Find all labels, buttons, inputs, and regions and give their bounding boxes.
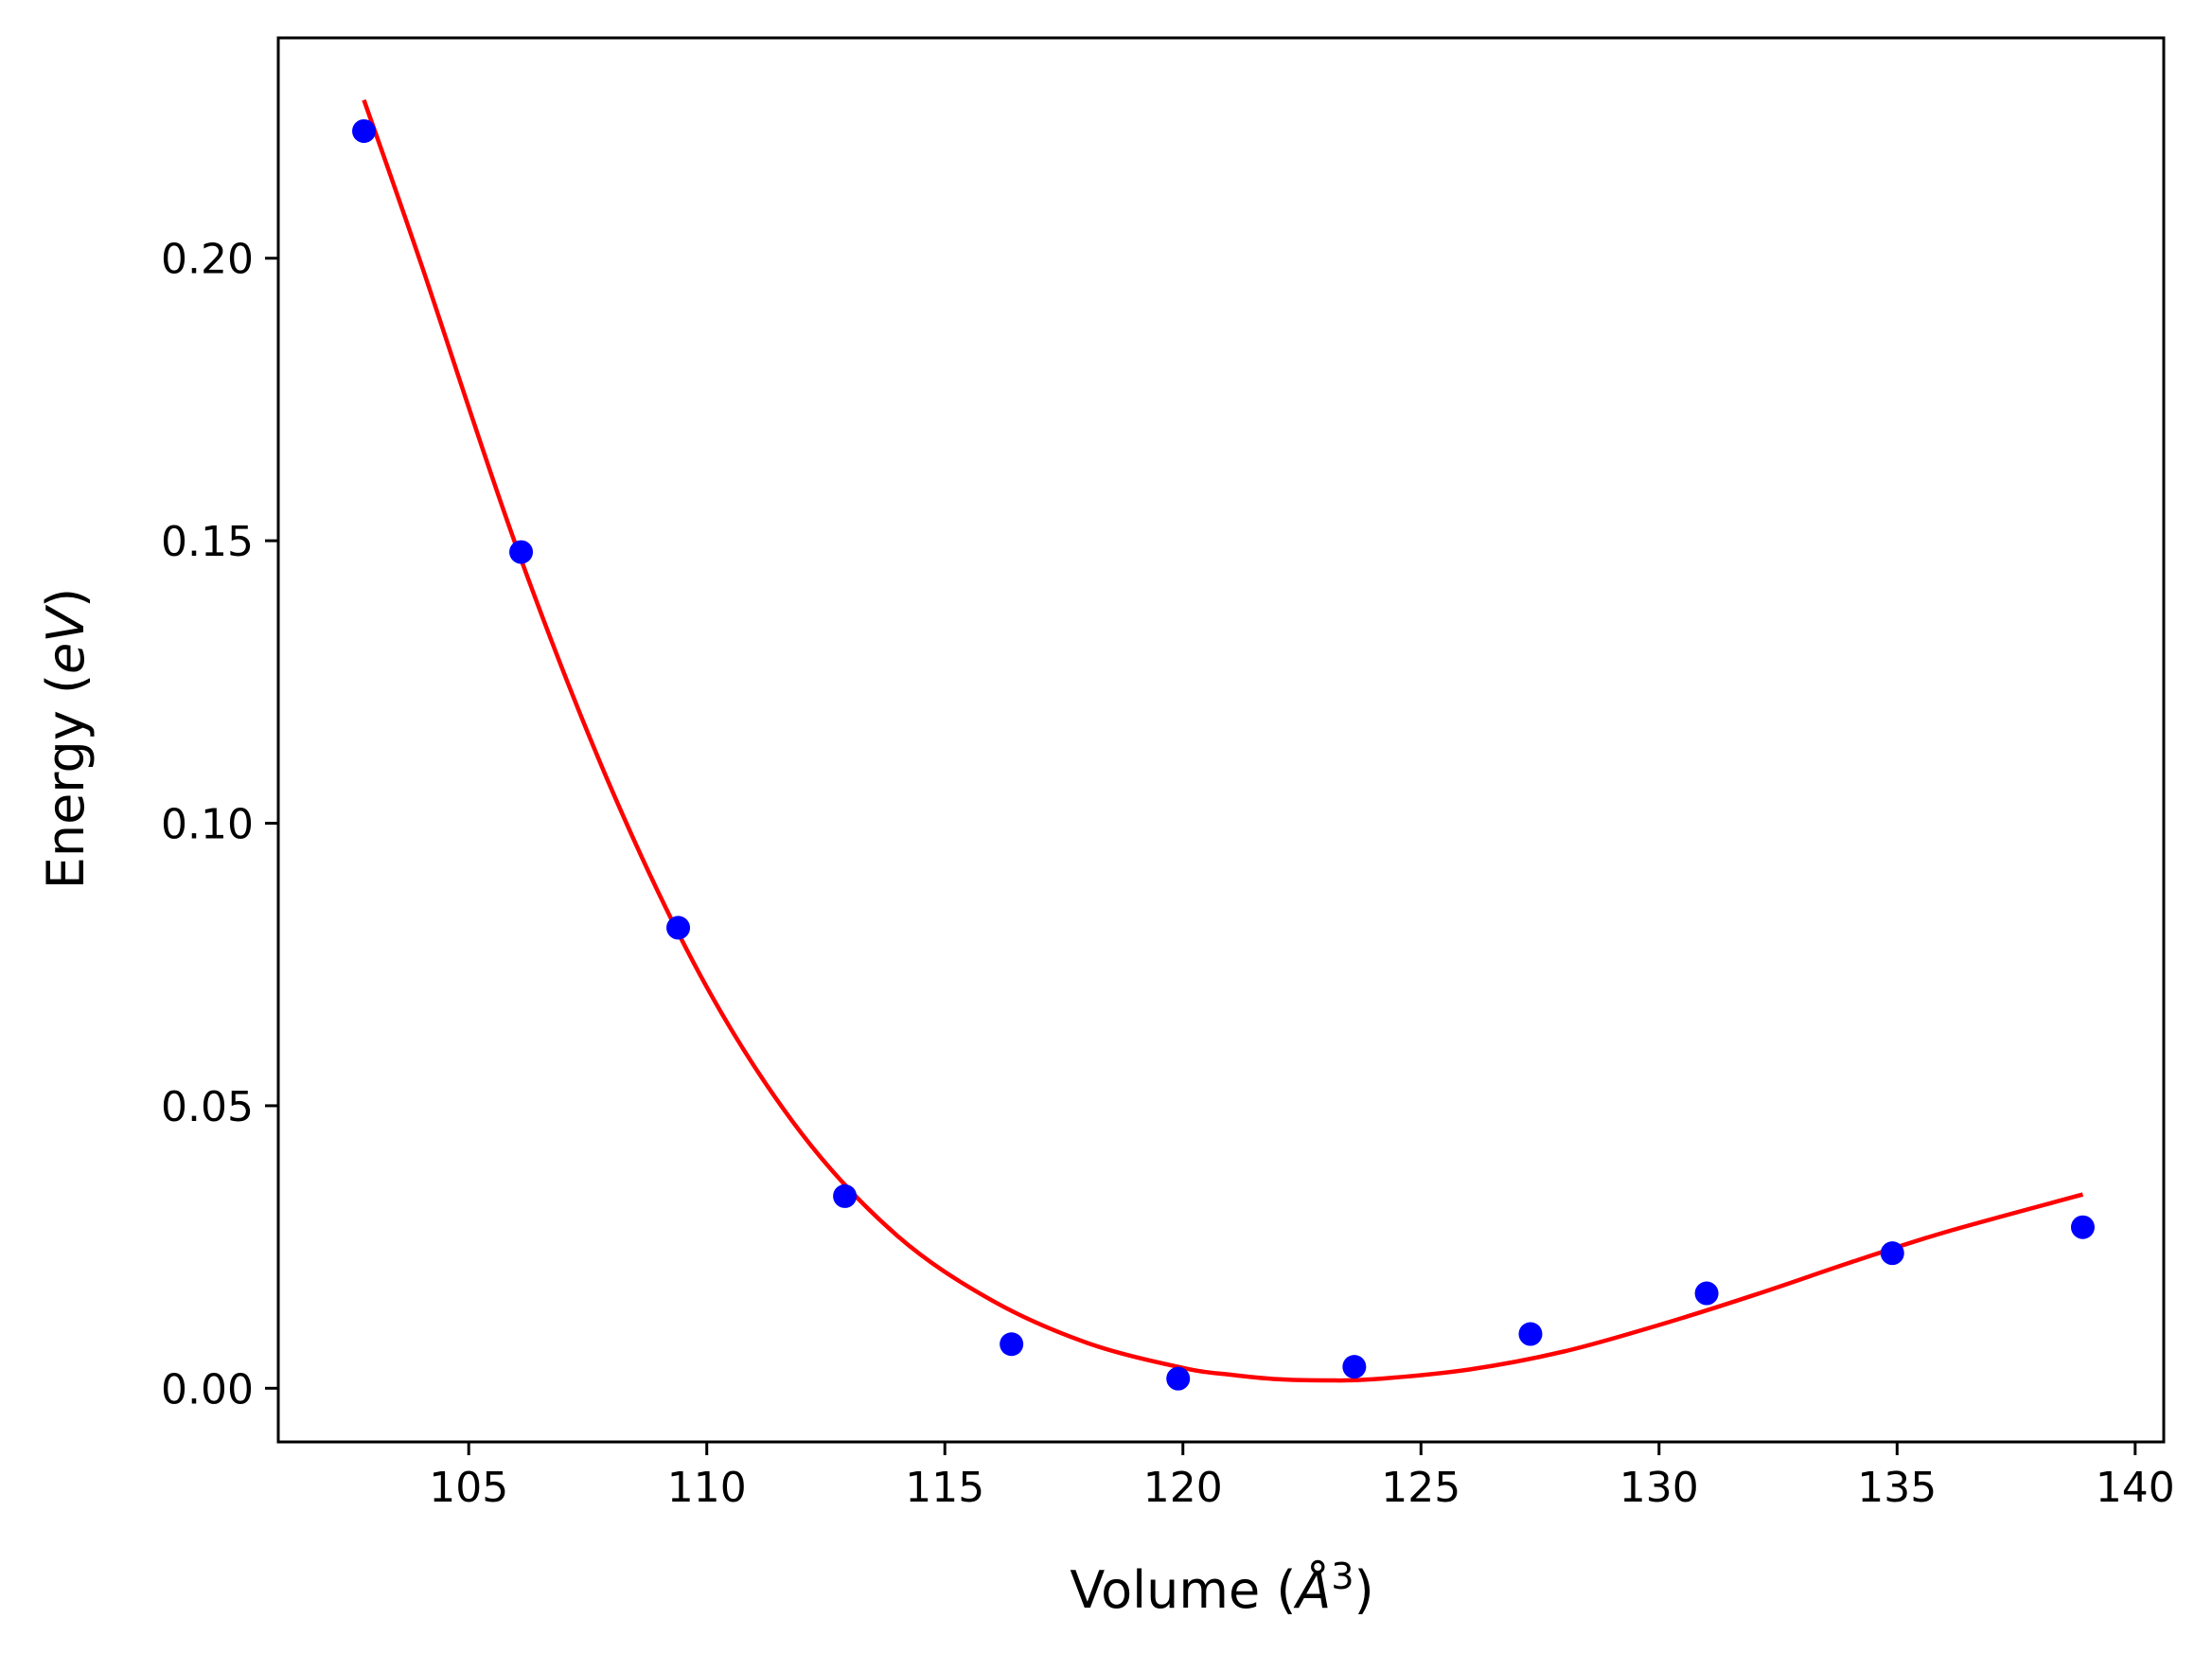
data-point — [2070, 1215, 2095, 1239]
data-point — [1000, 1332, 1024, 1357]
x-axis-label: Volume (Å3) — [1070, 1556, 1373, 1620]
data-point — [1166, 1366, 1191, 1391]
x-tick-label: 140 — [2096, 1464, 2175, 1512]
plot-area — [276, 36, 2166, 1444]
y-tick-label: 0.00 — [161, 1365, 254, 1414]
x-tick-label: 110 — [667, 1464, 747, 1512]
data-point — [833, 1183, 858, 1208]
x-tick-label: 125 — [1381, 1464, 1460, 1512]
y-tick-label: 0.15 — [161, 518, 254, 566]
data-point — [352, 118, 377, 143]
data-point — [509, 540, 534, 564]
y-tick-label: 0.20 — [161, 236, 254, 284]
x-tick-label: 105 — [429, 1464, 508, 1512]
x-tick-label: 115 — [905, 1464, 984, 1512]
x-tick-label: 135 — [1857, 1464, 1937, 1512]
data-point — [1342, 1355, 1367, 1379]
data-point — [1694, 1281, 1719, 1306]
x-axis-ticks: 105 110 115 120 125 130 135 140 — [429, 1442, 2175, 1512]
y-axis-label: Energy (eV) — [36, 588, 96, 890]
axes-frame — [276, 36, 2166, 1444]
x-tick-label: 120 — [1143, 1464, 1223, 1512]
data-points-layer — [352, 118, 2095, 1391]
fit-curve-layer — [362, 98, 2084, 1383]
y-tick-label: 0.10 — [161, 801, 254, 849]
x-tick-label: 130 — [1619, 1464, 1699, 1512]
data-point — [1518, 1322, 1543, 1346]
data-point — [1880, 1241, 1904, 1266]
y-axis-ticks: 0.00 0.05 0.10 0.15 0.20 — [161, 236, 278, 1414]
data-point — [666, 916, 691, 940]
y-tick-label: 0.05 — [161, 1083, 254, 1131]
fit-curve — [362, 98, 2084, 1383]
